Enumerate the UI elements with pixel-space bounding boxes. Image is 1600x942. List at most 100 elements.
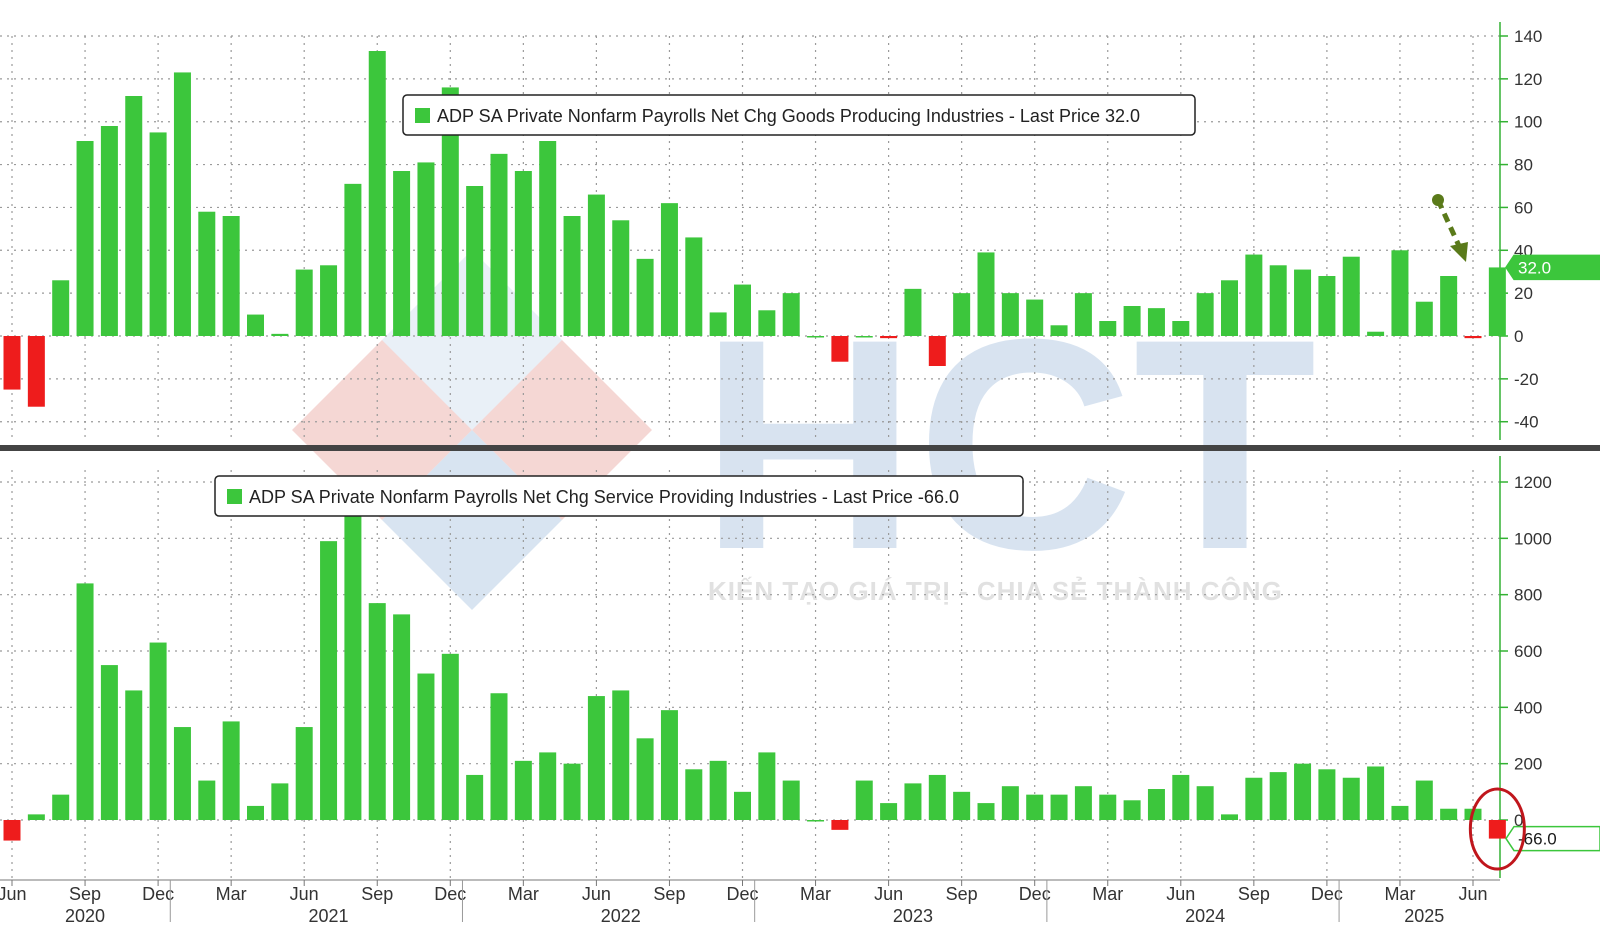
x-tick-label: Jun	[290, 884, 319, 904]
bar	[1269, 772, 1287, 820]
bar	[587, 696, 605, 820]
bar	[198, 780, 216, 820]
bar	[1440, 808, 1458, 820]
bar	[1342, 256, 1360, 336]
x-tick-label: Dec	[434, 884, 466, 904]
legend-box	[214, 475, 1024, 517]
bar	[1415, 301, 1433, 336]
chart-panel-services: 1200 1000 800 600 400 200 0 ADP SA Private Nonf…	[0, 456, 1600, 878]
bar	[417, 162, 435, 336]
bar	[125, 690, 143, 820]
bar	[977, 803, 995, 820]
y-tick-label: 1200	[1514, 473, 1552, 492]
bar	[320, 265, 338, 336]
y-tick-label: 60	[1514, 198, 1533, 217]
last-value-tag	[1505, 825, 1600, 852]
x-year-label: 2021	[309, 906, 349, 926]
x-tick-label: Sep	[1238, 884, 1270, 904]
bar	[758, 752, 776, 820]
bar	[1245, 777, 1263, 820]
y-tick-label: 120	[1514, 70, 1542, 89]
bar	[149, 132, 167, 336]
legend-swatch	[227, 489, 242, 504]
bar	[271, 783, 289, 820]
x-tick-label: Jun	[582, 884, 611, 904]
legend-swatch	[415, 108, 430, 123]
bar	[490, 153, 508, 336]
x-tick-label: Sep	[653, 884, 685, 904]
bar	[393, 171, 411, 336]
bar	[928, 774, 946, 820]
bar	[539, 752, 557, 820]
bar	[953, 293, 971, 336]
bar	[782, 293, 800, 336]
bar	[1391, 250, 1409, 336]
x-year-label: 2024	[1185, 906, 1225, 926]
bar	[1269, 265, 1287, 336]
bar	[831, 820, 849, 830]
bar	[855, 336, 873, 338]
bar	[393, 614, 411, 820]
bar	[709, 312, 727, 336]
bar	[1488, 267, 1506, 336]
x-tick-label: Mar	[1384, 884, 1415, 904]
bar	[928, 336, 946, 366]
bar	[27, 814, 45, 820]
bar	[563, 763, 581, 820]
bar	[52, 794, 70, 820]
bar	[125, 96, 143, 336]
bar	[247, 314, 264, 336]
bar	[1050, 794, 1068, 820]
x-tick-label: Jun	[1458, 884, 1487, 904]
bar	[831, 336, 849, 362]
bar	[368, 51, 386, 336]
y-tick-label: 1000	[1514, 529, 1552, 548]
bar	[1074, 293, 1092, 336]
bar	[173, 72, 191, 336]
bar	[514, 171, 532, 336]
bar	[904, 288, 922, 336]
legend-label: ADP SA Private Nonfarm Payrolls Net Chg …	[437, 106, 1140, 126]
bar	[100, 126, 118, 336]
x-tick-label: Dec	[726, 884, 758, 904]
x-axis: Jun Sep Dec Mar Jun Sep Dec Mar Jun Sep Dec Mar Jun S…	[0, 879, 1500, 926]
bar	[76, 583, 94, 820]
x-tick-label: Sep	[946, 884, 978, 904]
bar	[52, 280, 70, 336]
last-value-label: 32.0	[1518, 258, 1551, 277]
bar	[247, 805, 264, 820]
bar	[1221, 814, 1238, 820]
bar	[368, 603, 386, 820]
x-tick-label: Dec	[1019, 884, 1051, 904]
last-value-label: -66.0	[1518, 830, 1557, 849]
panel-divider	[0, 445, 1600, 451]
y-tick-label: 20	[1514, 284, 1533, 303]
bar	[880, 803, 898, 820]
bar	[1099, 321, 1117, 336]
bar	[660, 710, 678, 820]
legend-box	[402, 94, 1196, 136]
x-tick-label: Mar	[1092, 884, 1123, 904]
x-tick-label: Jun	[0, 884, 27, 904]
bar	[977, 252, 995, 336]
watermark-diamond-right	[472, 340, 652, 520]
y-tick-label: 200	[1514, 755, 1542, 774]
x-tick-label: Dec	[1311, 884, 1343, 904]
bar	[271, 333, 289, 336]
bar	[855, 780, 873, 820]
bar	[1172, 774, 1190, 820]
y-tick-label: 600	[1514, 642, 1542, 661]
x-tick-label: Dec	[142, 884, 174, 904]
bar	[709, 760, 727, 820]
bar	[1464, 336, 1482, 339]
bar	[466, 186, 484, 336]
bar	[1318, 769, 1336, 820]
bar	[636, 258, 654, 336]
bar	[1026, 794, 1044, 820]
bar	[149, 642, 167, 820]
bar	[1196, 786, 1214, 820]
x-tick-label: Jun	[874, 884, 903, 904]
bar	[685, 237, 703, 336]
bar	[295, 269, 313, 336]
x-tick-label: Sep	[361, 884, 393, 904]
